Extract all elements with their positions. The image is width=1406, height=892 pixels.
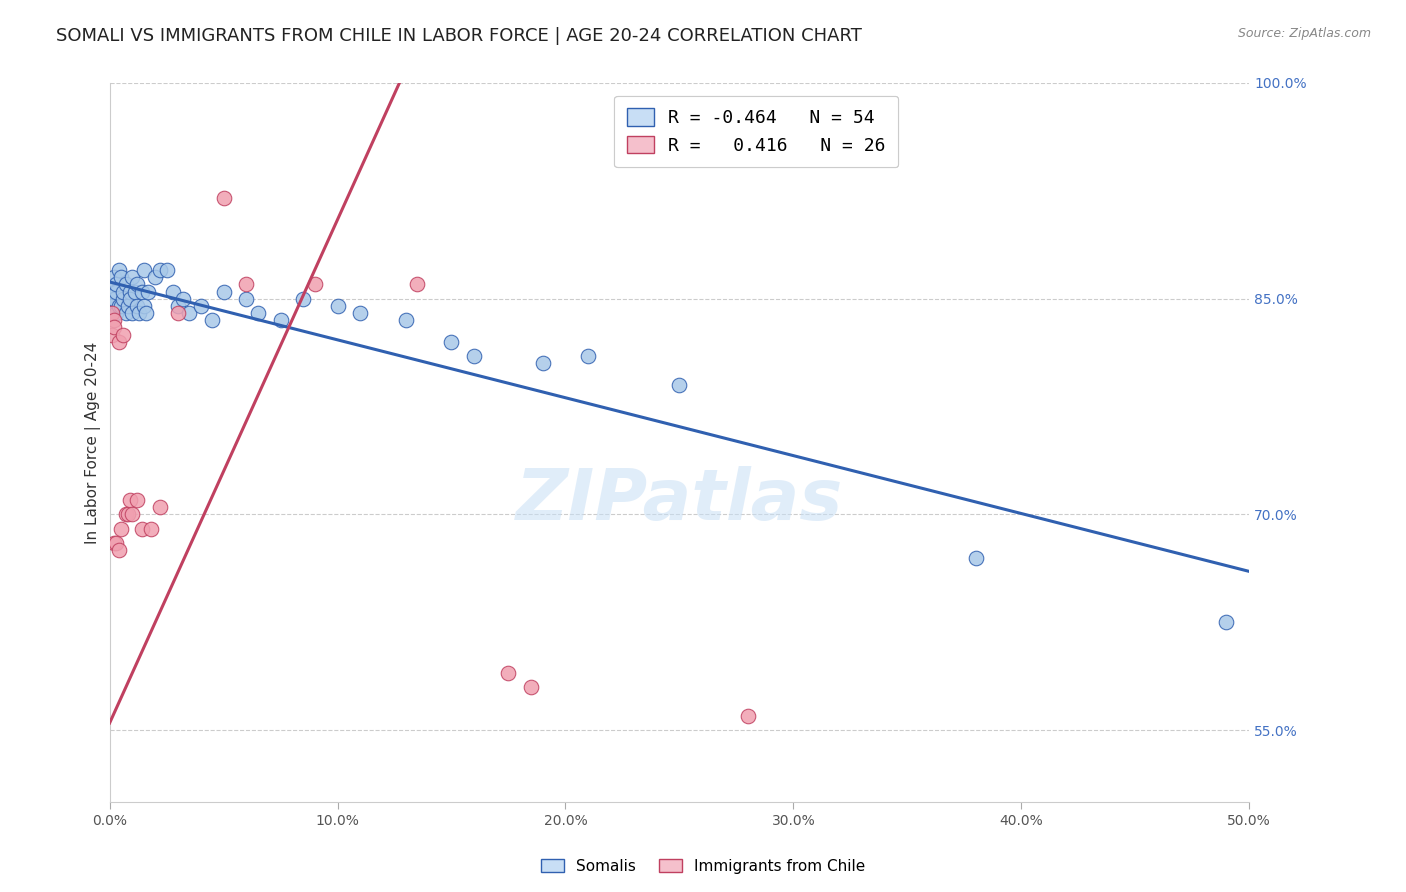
Point bbox=[531, 356, 554, 370]
Point bbox=[107, 334, 129, 349]
Point bbox=[965, 550, 987, 565]
Point bbox=[112, 285, 135, 299]
Point bbox=[1215, 615, 1237, 630]
Point bbox=[121, 270, 143, 285]
Point bbox=[270, 313, 292, 327]
Point bbox=[112, 292, 135, 306]
Point bbox=[103, 270, 125, 285]
Point bbox=[139, 522, 162, 536]
Point bbox=[201, 313, 224, 327]
Point bbox=[132, 299, 155, 313]
Point bbox=[107, 543, 129, 558]
Point bbox=[167, 299, 190, 313]
Point bbox=[668, 378, 690, 392]
Point bbox=[101, 306, 124, 320]
Point bbox=[520, 680, 543, 694]
Text: ZIPatlas: ZIPatlas bbox=[516, 466, 844, 534]
Legend: Somalis, Immigrants from Chile: Somalis, Immigrants from Chile bbox=[534, 853, 872, 880]
Point bbox=[576, 349, 599, 363]
Point bbox=[103, 292, 125, 306]
Point bbox=[463, 349, 485, 363]
Y-axis label: In Labor Force | Age 20-24: In Labor Force | Age 20-24 bbox=[86, 342, 101, 543]
Point bbox=[110, 522, 132, 536]
Point bbox=[235, 277, 257, 292]
Point bbox=[212, 285, 235, 299]
Point bbox=[117, 508, 139, 522]
Legend: R = -0.464   N = 54, R =   0.416   N = 26: R = -0.464 N = 54, R = 0.416 N = 26 bbox=[614, 95, 898, 168]
Point bbox=[120, 493, 142, 508]
Point bbox=[304, 277, 326, 292]
Point bbox=[131, 522, 153, 536]
Text: SOMALI VS IMMIGRANTS FROM CHILE IN LABOR FORCE | AGE 20-24 CORRELATION CHART: SOMALI VS IMMIGRANTS FROM CHILE IN LABOR… bbox=[56, 27, 862, 45]
Point bbox=[246, 306, 269, 320]
Point bbox=[190, 299, 212, 313]
Point bbox=[114, 508, 136, 522]
Point bbox=[131, 285, 153, 299]
Point bbox=[395, 313, 418, 327]
Point bbox=[212, 191, 235, 205]
Point bbox=[110, 299, 132, 313]
Point bbox=[128, 306, 150, 320]
Point bbox=[235, 292, 257, 306]
Point bbox=[149, 500, 172, 515]
Point bbox=[120, 292, 142, 306]
Point bbox=[125, 277, 148, 292]
Point bbox=[114, 306, 136, 320]
Point bbox=[179, 306, 201, 320]
Point bbox=[349, 306, 371, 320]
Point bbox=[125, 493, 148, 508]
Point bbox=[498, 665, 520, 680]
Point bbox=[107, 263, 129, 277]
Point bbox=[103, 536, 125, 550]
Point bbox=[149, 263, 172, 277]
Point bbox=[110, 270, 132, 285]
Point bbox=[737, 709, 759, 723]
Point bbox=[406, 277, 429, 292]
Point bbox=[155, 263, 177, 277]
Point bbox=[105, 285, 128, 299]
Point bbox=[103, 320, 125, 334]
Point bbox=[135, 306, 157, 320]
Point bbox=[105, 306, 128, 320]
Point bbox=[167, 306, 190, 320]
Point bbox=[292, 292, 315, 306]
Point bbox=[162, 285, 184, 299]
Point bbox=[105, 277, 128, 292]
Point bbox=[101, 327, 124, 342]
Point bbox=[114, 277, 136, 292]
Point bbox=[121, 306, 143, 320]
Point bbox=[101, 306, 124, 320]
Point bbox=[101, 299, 124, 313]
Point bbox=[103, 313, 125, 327]
Point bbox=[105, 536, 128, 550]
Point bbox=[107, 299, 129, 313]
Point bbox=[117, 299, 139, 313]
Text: Source: ZipAtlas.com: Source: ZipAtlas.com bbox=[1237, 27, 1371, 40]
Point bbox=[124, 285, 146, 299]
Point bbox=[138, 285, 160, 299]
Point bbox=[125, 299, 148, 313]
Point bbox=[172, 292, 194, 306]
Point bbox=[103, 285, 125, 299]
Point bbox=[440, 334, 463, 349]
Point bbox=[120, 285, 142, 299]
Point bbox=[132, 263, 155, 277]
Point bbox=[326, 299, 349, 313]
Point bbox=[121, 508, 143, 522]
Point bbox=[143, 270, 166, 285]
Point bbox=[112, 327, 135, 342]
